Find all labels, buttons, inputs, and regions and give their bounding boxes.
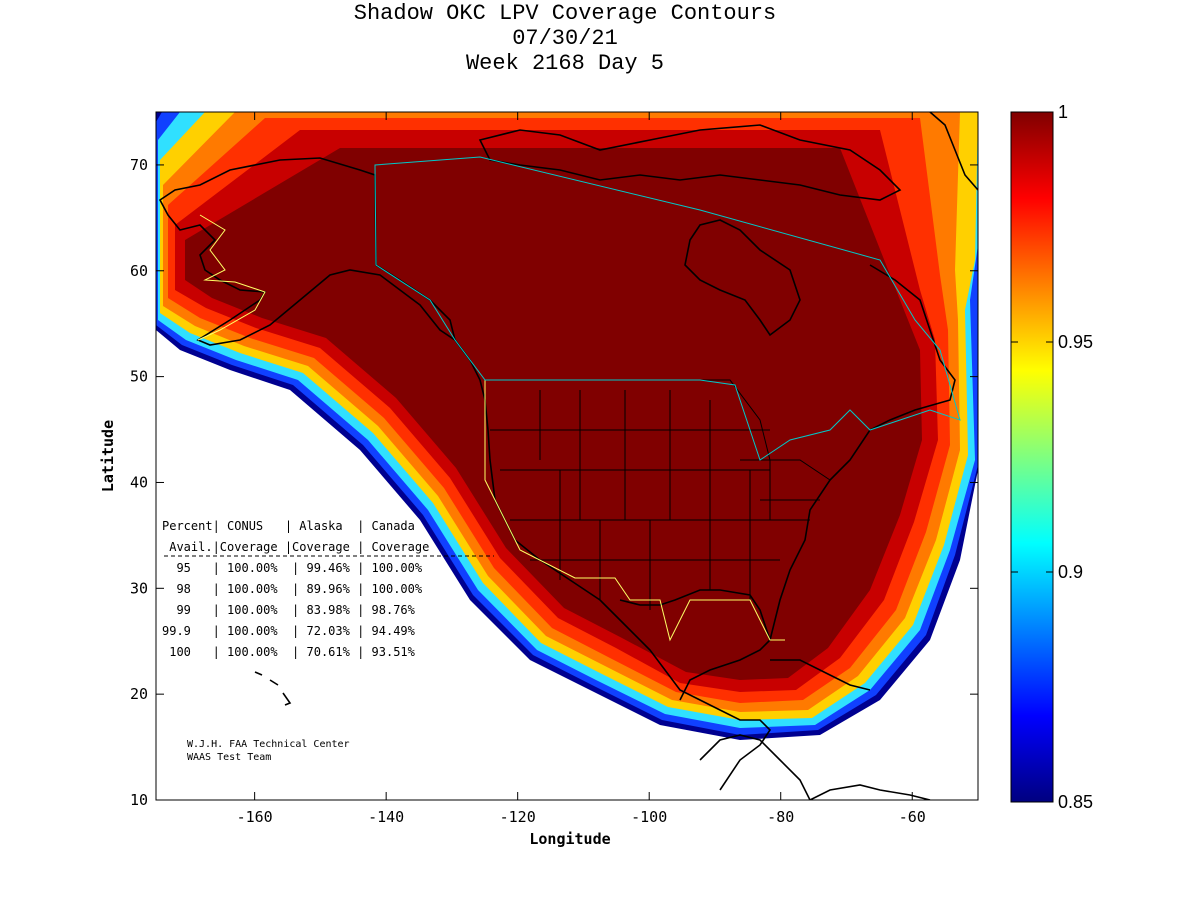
table-row: 99 | 100.00% | 83.98% | 98.76% bbox=[162, 603, 416, 617]
chart-week-day: Week 2168 Day 5 bbox=[465, 51, 665, 76]
boundaries bbox=[197, 156, 961, 642]
alaska-coast bbox=[158, 157, 457, 346]
x-tick-label: -160 bbox=[237, 808, 273, 826]
x-tick-label: -120 bbox=[500, 808, 536, 826]
y-tick-label: 60 bbox=[130, 262, 148, 280]
colorbar-tick-label: 0.95 bbox=[1058, 332, 1093, 352]
y-axis: 10 20 30 40 50 60 70 bbox=[130, 156, 978, 809]
colorbar-ticks: 1 0.95 0.9 0.85 bbox=[1011, 102, 1093, 812]
chart-title: Shadow OKC LPV Coverage Contours bbox=[353, 1, 777, 26]
canada-border bbox=[374, 156, 961, 461]
us-southern-border bbox=[484, 380, 785, 642]
x-tick-label: -80 bbox=[767, 808, 794, 826]
chart-date: 07/30/21 bbox=[512, 26, 618, 51]
x-tick-label: -60 bbox=[899, 808, 926, 826]
y-tick-label: 10 bbox=[130, 791, 148, 809]
table-row: 99.9 | 100.00% | 72.03% | 94.49% bbox=[162, 624, 416, 638]
colorbar-tick-label: 0.9 bbox=[1058, 562, 1083, 582]
plot-frame bbox=[155, 111, 979, 801]
atlantic-coast bbox=[769, 264, 956, 641]
y-tick-label: 40 bbox=[130, 473, 148, 491]
y-tick-label: 50 bbox=[130, 368, 148, 386]
y-tick-label: 20 bbox=[130, 685, 148, 703]
table-row: 98 | 100.00% | 89.96% | 100.00% bbox=[162, 582, 423, 596]
colorbar bbox=[1010, 111, 1054, 803]
table-header-2: Avail.|Coverage |Coverage | Coverage bbox=[162, 540, 429, 554]
credit-line-1: W.J.H. FAA Technical Center bbox=[187, 739, 350, 750]
arctic-islands bbox=[478, 124, 902, 201]
y-tick-label: 30 bbox=[130, 579, 148, 597]
x-axis-title: Longitude bbox=[529, 830, 610, 848]
table-row: 100 | 100.00% | 70.61% | 93.51% bbox=[162, 645, 416, 659]
contour-dark-red bbox=[185, 148, 922, 680]
caribbean bbox=[770, 659, 871, 691]
greenland-edge bbox=[929, 112, 978, 191]
alaska-canada-border bbox=[197, 214, 266, 341]
gulf-coast bbox=[619, 589, 771, 701]
table-header-1: Percent| CONUS | Alaska | Canada bbox=[162, 519, 415, 533]
south-america-top bbox=[809, 784, 931, 800]
hawaii bbox=[254, 671, 292, 706]
y-axis-title: Latitude bbox=[99, 420, 117, 492]
x-tick-label: -100 bbox=[631, 808, 667, 826]
colorbar-tick-label: 1 bbox=[1058, 102, 1068, 122]
coverage-table: Percent| CONUS | Alaska | Canada Avail.|… bbox=[162, 519, 494, 659]
credit-line-2: WAAS Test Team bbox=[187, 752, 271, 763]
coverage-contours bbox=[156, 112, 978, 740]
table-row: 95 | 100.00% | 99.46% | 100.00% bbox=[162, 561, 423, 575]
colorbar-tick-label: 0.85 bbox=[1058, 792, 1093, 812]
y-tick-label: 70 bbox=[130, 156, 148, 174]
central-america bbox=[699, 734, 811, 800]
hudson-bay bbox=[684, 219, 801, 337]
x-axis: -160 -140 -120 -100 -80 -60 bbox=[237, 112, 926, 826]
x-tick-label: -140 bbox=[368, 808, 404, 826]
us-state-lines bbox=[485, 379, 831, 610]
